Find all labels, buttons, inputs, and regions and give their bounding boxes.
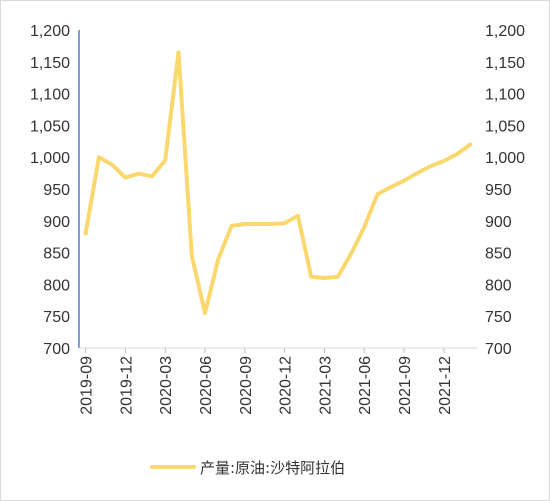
- y-tick-label-right: 850: [485, 246, 512, 263]
- y-tick-label-left: 950: [43, 182, 70, 199]
- x-tick-label: 2020-03: [158, 356, 175, 415]
- y-tick-label-left: 750: [43, 309, 70, 326]
- y-tick-label-right: 900: [485, 214, 512, 231]
- x-tick-label: 2021-06: [357, 356, 374, 415]
- x-tick-label: 2021-03: [317, 356, 334, 415]
- y-tick-label-left: 1,100: [30, 87, 70, 104]
- y-tick-label-right: 1,150: [485, 55, 525, 72]
- y-tick-label-right: 1,200: [485, 23, 525, 40]
- x-tick-label: 2020-12: [278, 356, 295, 415]
- x-tick-label: 2020-09: [238, 356, 255, 415]
- y-tick-label-left: 800: [43, 277, 70, 294]
- series-line: [83, 50, 473, 315]
- y-tick-label-right: 1,000: [485, 150, 525, 167]
- y-tick-label-right: 1,100: [485, 87, 525, 104]
- y-tick-label-left: 1,200: [30, 23, 70, 40]
- x-tick-label: 2020-06: [198, 356, 215, 415]
- y-tick-label-right: 950: [485, 182, 512, 199]
- x-tick-label: 2021-12: [437, 356, 454, 415]
- y-tick-label-right: 700: [485, 341, 512, 358]
- y-tick-label-left: 1,050: [30, 118, 70, 135]
- y-tick-label-left: 850: [43, 246, 70, 263]
- x-tick-label: 2019-09: [79, 356, 96, 415]
- y-tick-label-right: 750: [485, 309, 512, 326]
- legend-label: 产量:原油:沙特阿拉伯: [200, 459, 345, 477]
- x-tick-label: 2019-12: [118, 356, 135, 415]
- y-tick-label-left: 700: [43, 341, 70, 358]
- y-tick-label-right: 1,050: [485, 118, 525, 135]
- y-tick-label-left: 1,150: [30, 55, 70, 72]
- y-tick-label-right: 800: [485, 277, 512, 294]
- y-tick-label-left: 1,000: [30, 150, 70, 167]
- x-tick-label: 2021-09: [397, 356, 414, 415]
- y-tick-label-left: 900: [43, 214, 70, 231]
